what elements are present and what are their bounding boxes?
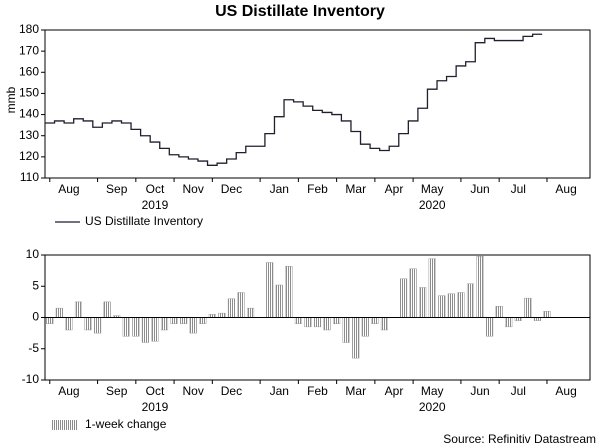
bar (218, 312, 226, 318)
bar (447, 293, 455, 318)
x-tick-label: Jul (511, 182, 526, 196)
bar (333, 317, 341, 324)
bar (237, 292, 245, 318)
x-tick-label: Jun (470, 182, 489, 196)
x-tick-label: Dec (221, 384, 242, 398)
y-tick-label: 110 (20, 170, 39, 184)
x-tick-label: Apr (385, 182, 404, 196)
bar (151, 317, 159, 342)
x-tick-label: Feb (307, 182, 328, 196)
y-tick-label: 150 (19, 86, 39, 100)
y-tick-label: 130 (19, 128, 39, 142)
bar (524, 297, 532, 318)
bar (46, 317, 54, 324)
x-tick-label: Mar (345, 182, 366, 196)
legend-swatch (52, 420, 77, 430)
bar (361, 317, 369, 337)
bar (189, 317, 197, 334)
y-tick-label: 140 (19, 107, 39, 121)
x-tick-label: Aug (58, 182, 79, 196)
x-tick-label: Jun (470, 384, 489, 398)
x-tick-label: Jan (270, 182, 289, 196)
bar (285, 266, 293, 318)
bar (266, 262, 274, 318)
bar (352, 317, 360, 359)
y-tick-label: 170 (19, 43, 39, 57)
bar (543, 311, 551, 318)
bar (323, 317, 331, 331)
bar (275, 284, 283, 318)
bar (409, 268, 417, 318)
bar (313, 317, 322, 328)
bar (438, 295, 446, 318)
bar (342, 317, 350, 343)
bar (170, 317, 178, 324)
bar (65, 317, 73, 331)
bar (180, 317, 188, 324)
line-series (45, 33, 543, 166)
bar (294, 317, 302, 324)
bar (428, 258, 436, 318)
year-label: 2019 (142, 400, 169, 414)
bar (160, 317, 169, 331)
bar (227, 298, 235, 318)
x-tick-label: Feb (307, 384, 328, 398)
year-label: 2020 (419, 198, 446, 212)
x-tick-label: Aug (58, 384, 79, 398)
y-tick-label: -5 (28, 341, 39, 355)
x-tick-label: Aug (555, 182, 576, 196)
legend-label: 1-week change (85, 417, 167, 431)
legend-label: US Distillate Inventory (85, 214, 203, 228)
bar (457, 292, 465, 318)
x-tick-label: Jul (511, 384, 526, 398)
x-tick-label: Nov (183, 384, 204, 398)
bar (476, 256, 484, 318)
bar (199, 317, 207, 324)
bar (55, 307, 63, 318)
bar (132, 317, 140, 337)
bar (94, 317, 102, 334)
bar (400, 278, 408, 318)
bar (466, 283, 475, 318)
x-tick-label: May (421, 384, 444, 398)
x-tick-label: Oct (146, 384, 165, 398)
y-tick-label: 160 (19, 64, 39, 78)
bar (84, 317, 92, 331)
x-tick-label: Apr (385, 384, 404, 398)
x-tick-label: Dec (221, 182, 242, 196)
bar (304, 317, 312, 328)
x-tick-label: Jan (270, 384, 289, 398)
bar (419, 287, 427, 318)
x-tick-label: Sep (106, 384, 128, 398)
y-tick-label: 0 (32, 310, 39, 324)
x-tick-label: May (421, 182, 444, 196)
y-tick-label: -10 (22, 372, 40, 386)
plot-frame (44, 29, 591, 179)
y-tick-label: 120 (19, 149, 39, 163)
chart-title: US Distillate Inventory (215, 3, 385, 20)
y-tick-label: 10 (26, 247, 40, 261)
bar (74, 301, 83, 318)
y-tick-label: 180 (19, 22, 39, 36)
bar (247, 307, 255, 318)
bar (495, 306, 503, 318)
bar (141, 317, 149, 343)
year-label: 2020 (419, 400, 446, 414)
x-tick-label: Nov (183, 182, 204, 196)
x-tick-label: Sep (106, 182, 128, 196)
x-tick-label: Oct (146, 182, 165, 196)
source: Source: Refinitiv Datastream (443, 432, 596, 446)
x-tick-label: Mar (345, 384, 366, 398)
bar (103, 301, 111, 318)
y-axis-label: mmb (4, 86, 18, 113)
y-tick-label: 5 (32, 278, 39, 292)
bar (380, 317, 388, 331)
year-label: 2019 (142, 198, 169, 212)
x-tick-label: Aug (555, 384, 576, 398)
bar (122, 317, 130, 337)
bar (505, 317, 513, 328)
bar (371, 317, 379, 324)
bar (486, 317, 494, 337)
